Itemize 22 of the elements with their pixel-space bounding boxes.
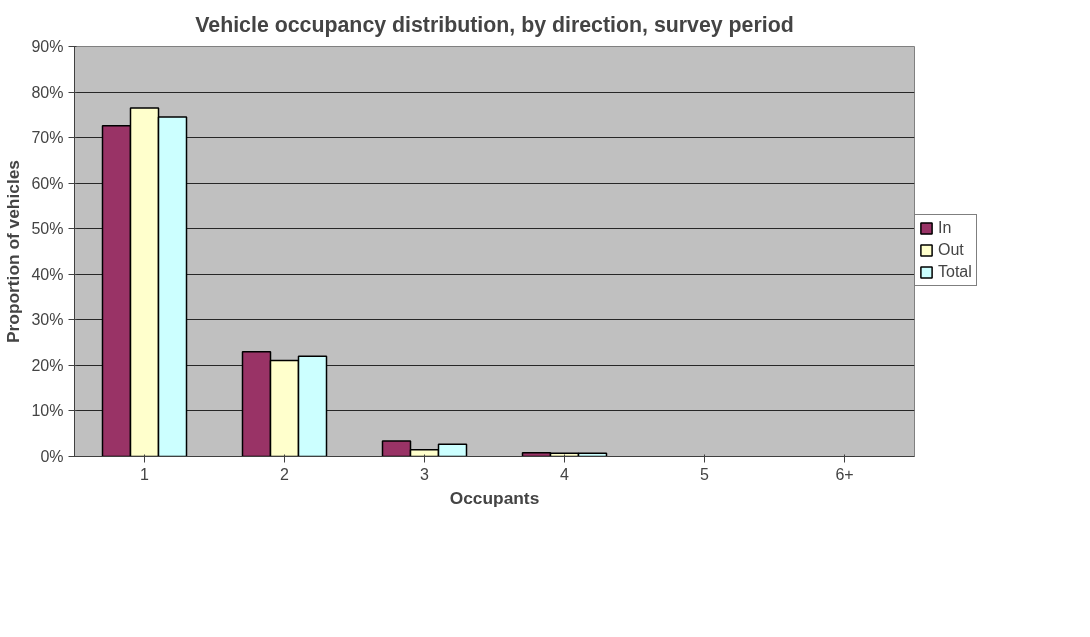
x-tick-label: 2 — [280, 465, 290, 483]
y-tick-label: 70% — [31, 129, 64, 147]
chart-title: Vehicle occupancy distribution, by direction, survey period — [195, 12, 794, 37]
y-tick-label: 0% — [40, 448, 64, 465]
y-tick-label: 80% — [31, 83, 64, 101]
x-tick-label: 1 — [140, 465, 150, 483]
x-axis-title: Occupants — [449, 487, 540, 508]
y-tick-label: 30% — [31, 311, 64, 329]
y-tick-label: 50% — [31, 220, 64, 238]
x-tick-label: 4 — [560, 465, 570, 483]
y-tick-label: 60% — [31, 174, 64, 192]
y-tick-label: 40% — [31, 265, 64, 283]
y-axis-title: Proportion of vehicles — [3, 160, 24, 343]
x-tick-label: 5 — [700, 465, 710, 483]
legend-label: Out — [938, 241, 964, 259]
x-tick-label: 3 — [420, 465, 430, 483]
legend-label: Total — [938, 263, 972, 281]
y-tick-label: 10% — [31, 402, 64, 420]
y-tick-label: 20% — [31, 356, 64, 374]
x-tick-label: 6+ — [835, 465, 854, 483]
y-tick-label: 90% — [31, 38, 64, 55]
legend-label: In — [938, 219, 953, 237]
